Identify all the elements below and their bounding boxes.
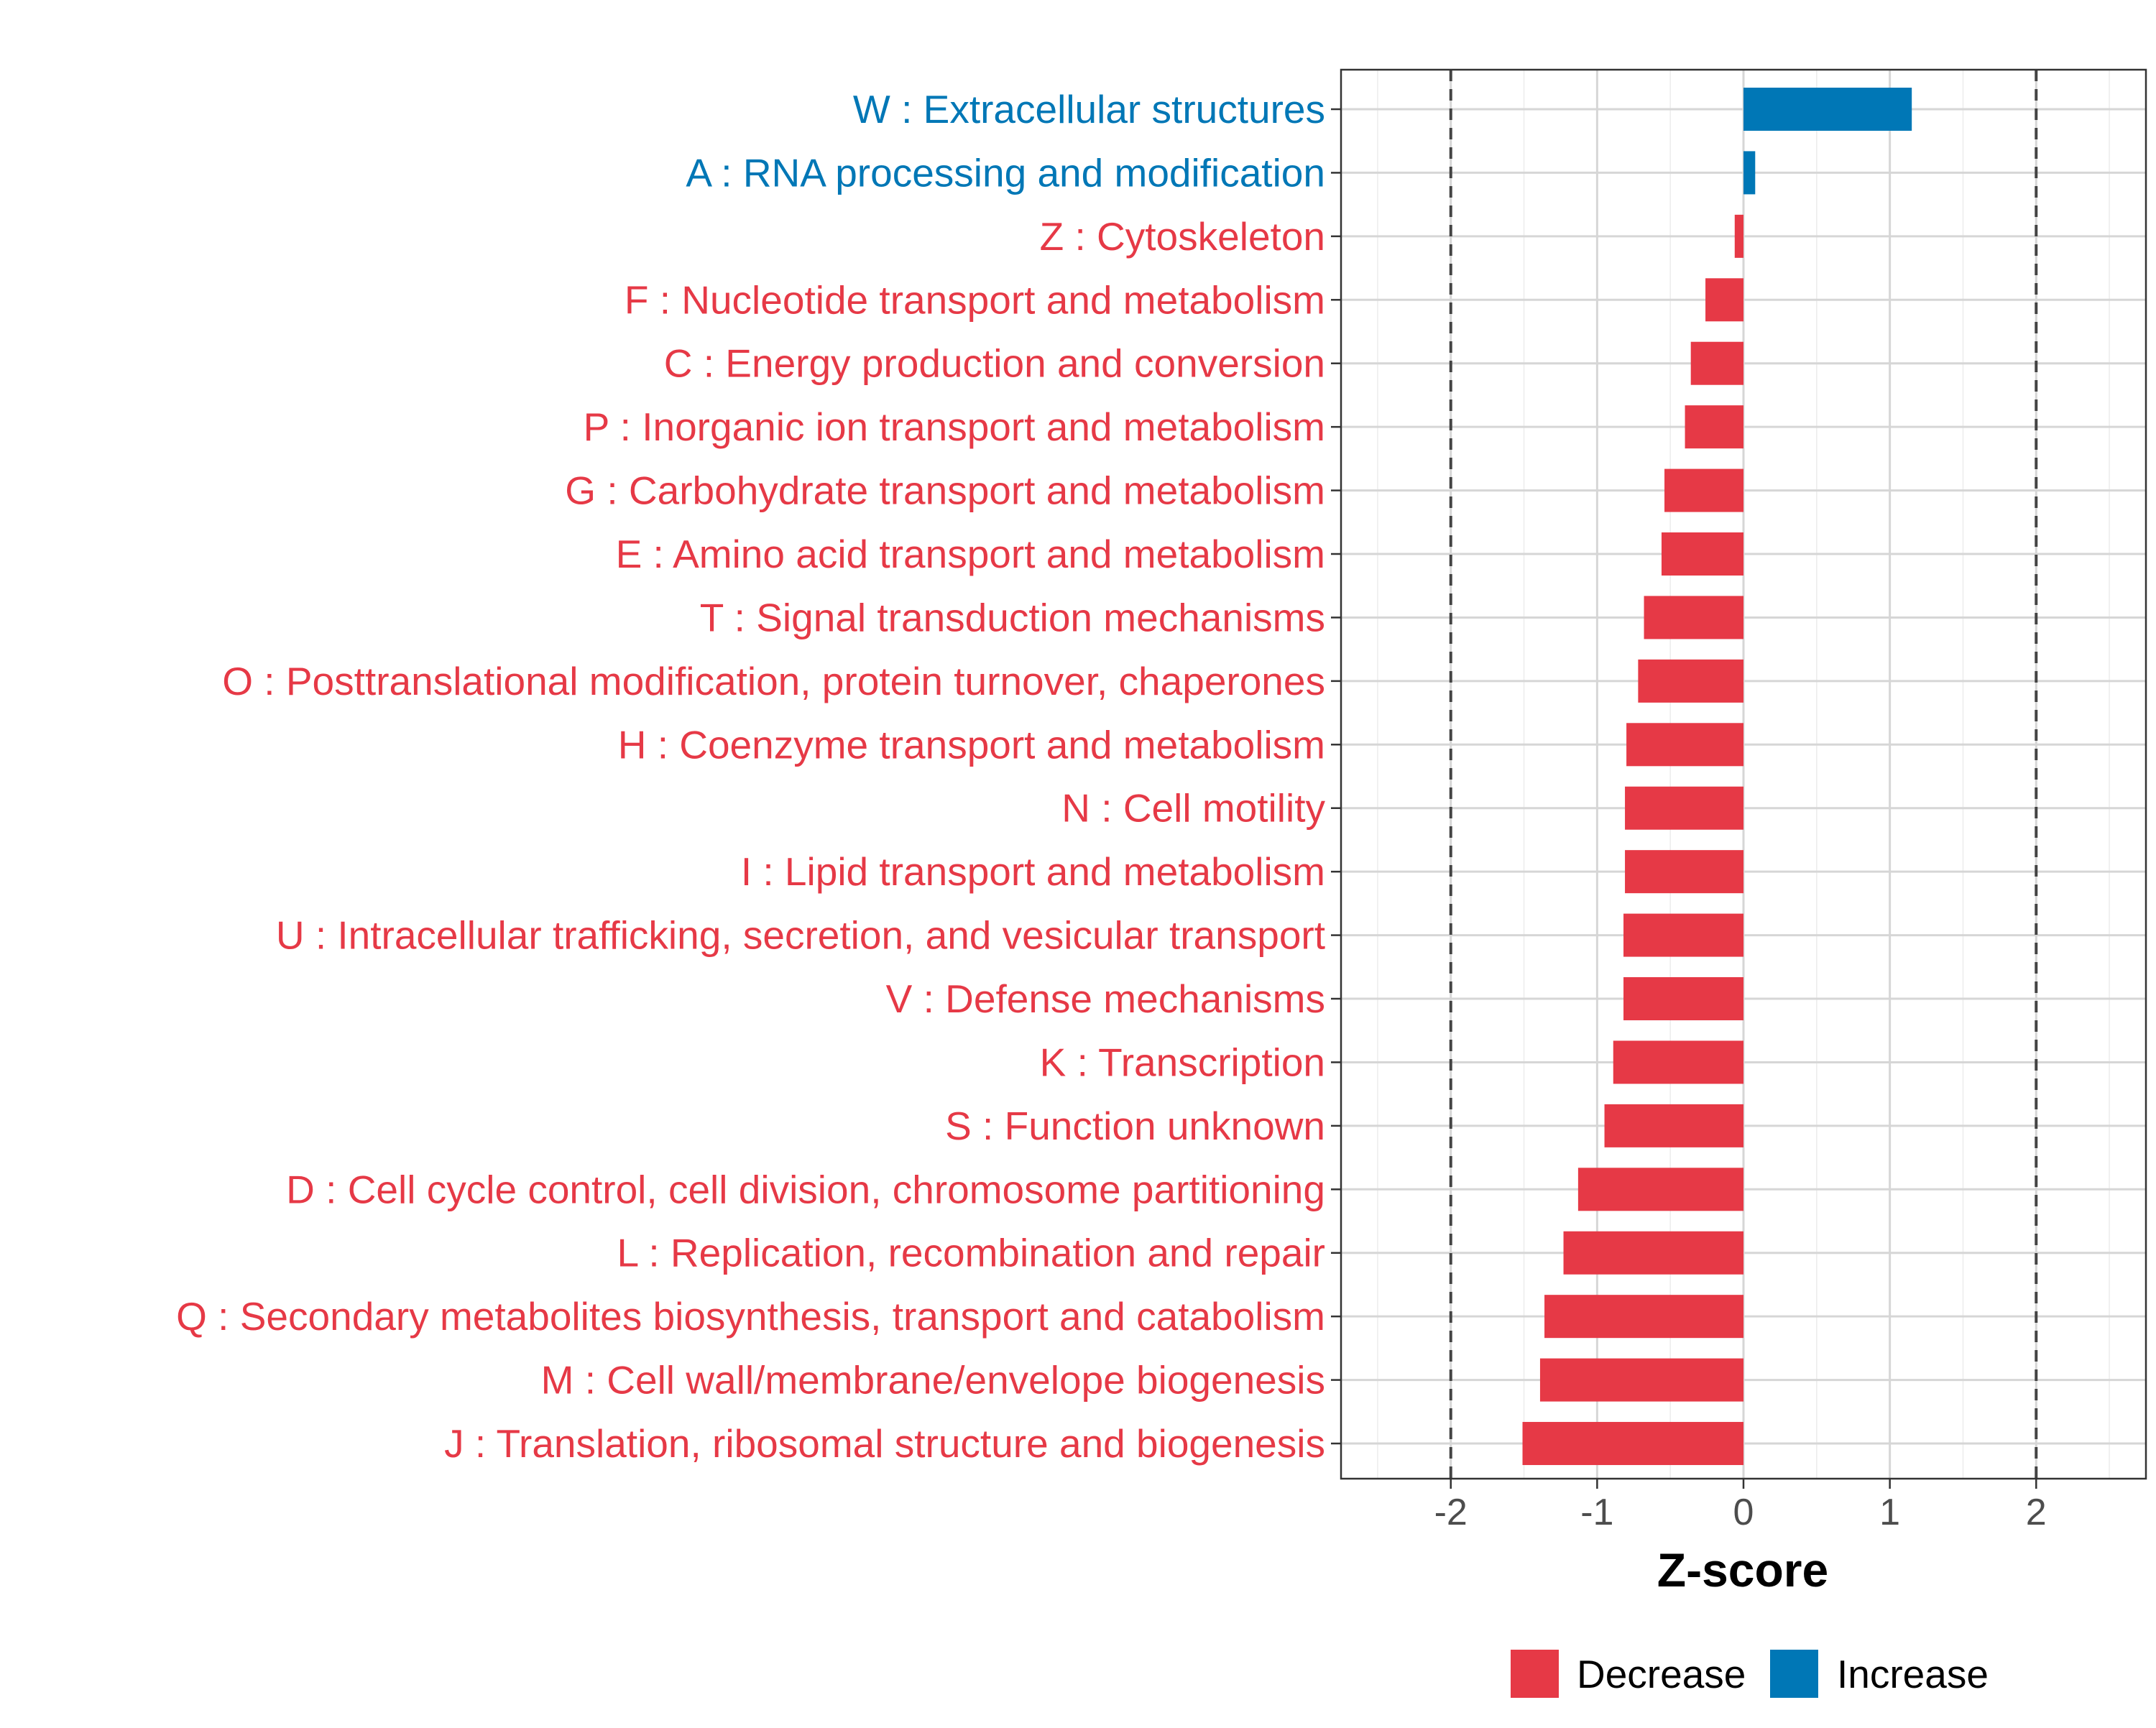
category-label: C : Energy production and conversion [664,341,1325,386]
bar-j [1522,1422,1743,1466]
category-label: V : Defense mechanisms [886,976,1325,1021]
y-axis-ticks [1331,108,1341,1445]
category-label: U : Intracellular trafficking, secretion… [276,913,1325,958]
bar-k [1613,1040,1743,1084]
x-tick-label: 2 [2026,1492,2047,1533]
bar-z [1734,214,1743,258]
bar-f [1705,278,1743,322]
legend-swatch-increase [1770,1650,1818,1698]
legend-label-increase: Increase [1837,1652,1989,1696]
category-label: J : Translation, ribosomal structure and… [444,1421,1325,1466]
bar-a [1743,151,1756,195]
category-label: O : Posttranslational modification, prot… [222,659,1325,703]
x-tick-label: -1 [1580,1492,1613,1533]
category-label: A : RNA processing and modification [686,150,1325,195]
x-tick-label: 0 [1733,1492,1754,1533]
bar-g [1664,468,1743,512]
category-label: S : Function unknown [945,1104,1325,1148]
category-label: M : Cell wall/membrane/envelope biogenes… [541,1358,1325,1403]
bar-s [1604,1104,1743,1147]
category-label: K : Transcription [1040,1040,1325,1084]
bar-w [1743,88,1912,131]
bar-i [1625,850,1743,894]
x-axis-title: Z-score [1657,1543,1828,1597]
legend: Decrease Increase [1511,1650,1989,1698]
bar-p [1685,405,1743,449]
category-label: Q : Secondary metabolites biosynthesis, … [176,1294,1325,1339]
legend-label-decrease: Decrease [1577,1652,1746,1696]
category-label: H : Coenzyme transport and metabolism [618,722,1325,767]
bar-o [1638,659,1743,703]
category-label: G : Carbohydrate transport and metabolis… [565,468,1325,513]
category-label: P : Inorganic ion transport and metaboli… [584,405,1325,449]
reference-line-layer [1449,70,2038,1479]
bar-layer [1522,88,1912,1466]
bar-h [1626,723,1743,767]
category-label: Z : Cytoskeleton [1040,214,1325,259]
category-label: I : Lipid transport and metabolism [741,849,1325,894]
category-label: W : Extracellular structures [853,87,1325,131]
bar-c [1690,341,1743,385]
category-label: T : Signal transduction mechanisms [700,595,1325,639]
x-tick-label: -2 [1434,1492,1468,1533]
category-label: L : Replication, recombination and repai… [617,1231,1325,1275]
category-label: E : Amino acid transport and metabolism [616,532,1325,576]
legend-swatch-decrease [1511,1650,1559,1698]
bar-e [1661,532,1743,576]
bar-q [1544,1295,1743,1339]
bar-d [1577,1168,1743,1211]
x-axis-ticks: -2 -1 0 1 2 [1434,1479,2047,1533]
y-axis-category-labels: W : Extracellular structures A : RNA proc… [176,87,1325,1466]
bar-t [1644,596,1743,639]
category-label: F : Nucleotide transport and metabolism [625,277,1325,322]
bar-v [1623,977,1743,1021]
x-tick-label: 1 [1879,1492,1900,1533]
bar-n [1625,786,1743,830]
bar-m [1539,1358,1743,1402]
category-label: D : Cell cycle control, cell division, c… [286,1167,1325,1211]
category-label: N : Cell motility [1061,786,1325,831]
bar-l [1563,1231,1743,1275]
bar-u [1623,913,1743,957]
